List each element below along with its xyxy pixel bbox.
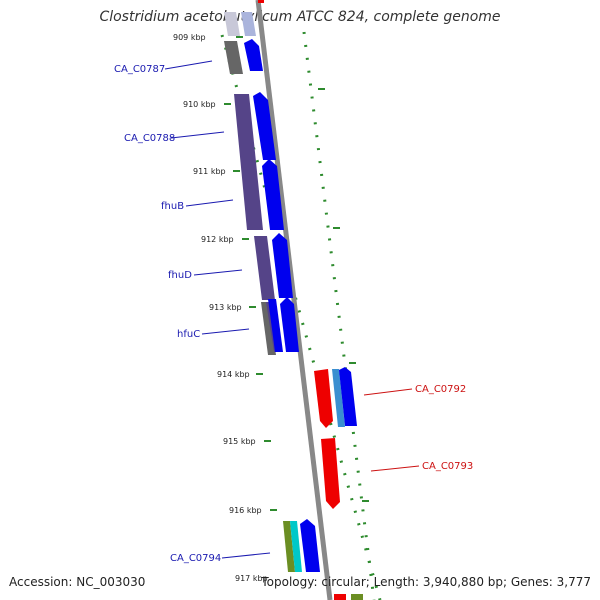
tick-marks xyxy=(224,36,369,511)
cds-bottom-olive xyxy=(351,594,363,600)
cds-partial-top xyxy=(224,12,240,36)
cds-ca-c0787-blue xyxy=(244,39,263,71)
gene-label-ca-c0787[interactable]: CA_C0787 xyxy=(114,64,165,75)
cds-fhub-blue xyxy=(262,159,284,230)
cds-hfuc-blue-2 xyxy=(280,297,299,352)
tick-916 xyxy=(270,509,277,511)
connector-ca-c0793 xyxy=(370,465,420,472)
tick-909 xyxy=(236,36,243,38)
tick-label-912: 912 kbp xyxy=(201,235,234,244)
connector-ca-c0792 xyxy=(363,388,413,396)
cds-ca-c0787-gray xyxy=(224,41,243,74)
cds-ca-c0794-cyan xyxy=(290,521,302,572)
tick-label-910: 910 kbp xyxy=(183,100,216,109)
tick-913 xyxy=(249,306,256,308)
gc-content-right-band xyxy=(302,31,376,600)
topology-text: Topology: circular; Length: 3,940,880 bp… xyxy=(261,575,591,589)
gene-label-ca-c0792[interactable]: CA_C0792 xyxy=(415,384,466,395)
cds-ca-c0792-red xyxy=(314,369,333,428)
tick-right-1 xyxy=(318,88,325,90)
cds-ca-c0792-blue xyxy=(339,367,357,426)
map-title: Clostridium acetobutylicum ATCC 824, com… xyxy=(99,9,501,25)
accession-text: Accession: NC_003030 xyxy=(9,575,146,589)
genome-backbone xyxy=(255,0,333,600)
label-connectors xyxy=(164,60,420,559)
cds-fhud-purple xyxy=(254,236,275,300)
tick-label-911: 911 kbp xyxy=(193,167,226,176)
gene-label-ca-c0794[interactable]: CA_C0794 xyxy=(170,553,221,564)
tick-label-917: 917 kbp xyxy=(235,574,268,583)
tick-label-913: 913 kbp xyxy=(209,303,242,312)
cds-hfuc-blue xyxy=(268,299,283,352)
gene-label-ca-c0788[interactable]: CA_C0788 xyxy=(124,133,175,144)
tick-915 xyxy=(264,440,271,442)
tick-label-916: 916 kbp xyxy=(229,506,262,515)
connector-fhub xyxy=(185,199,234,207)
tick-label-915: 915 kbp xyxy=(223,437,256,446)
tick-right-3 xyxy=(349,362,356,364)
tick-911 xyxy=(233,170,240,172)
connector-ca-c0787 xyxy=(164,60,213,70)
cds-ca-c0794-blue xyxy=(300,519,320,572)
connector-ca-c0794 xyxy=(221,552,271,559)
cds-top-partial xyxy=(258,0,264,3)
cds-ca-c0788-purple xyxy=(234,94,263,230)
gene-label-hfuc[interactable]: hfuC xyxy=(177,329,200,340)
cds-bottom-red xyxy=(334,594,346,600)
connector-ca-c0788 xyxy=(170,131,225,139)
connector-fhud xyxy=(193,269,243,276)
cds-ca-c0788-blue xyxy=(253,92,276,160)
tick-910 xyxy=(224,103,231,105)
cds-hfuc-gray xyxy=(261,302,276,355)
tick-right-2 xyxy=(333,227,340,229)
cds-partial-top-2 xyxy=(241,12,256,36)
cds-ca-c0793-red xyxy=(321,438,340,509)
gene-label-ca-c0793[interactable]: CA_C0793 xyxy=(422,461,473,472)
cds-ca-c0794-olive xyxy=(283,521,295,572)
gene-label-fhub[interactable]: fhuB xyxy=(161,201,184,212)
tick-914 xyxy=(256,373,263,375)
tick-label-914: 914 kbp xyxy=(217,370,250,379)
cds-fhud-blue xyxy=(272,233,293,298)
tick-912 xyxy=(242,238,249,240)
gene-label-fhud[interactable]: fhuD xyxy=(168,270,192,281)
connector-hfuc xyxy=(201,328,250,335)
tick-label-909: 909 kbp xyxy=(173,33,206,42)
cds-ca-c0792-teal xyxy=(332,369,345,427)
tick-right-4 xyxy=(362,500,369,502)
